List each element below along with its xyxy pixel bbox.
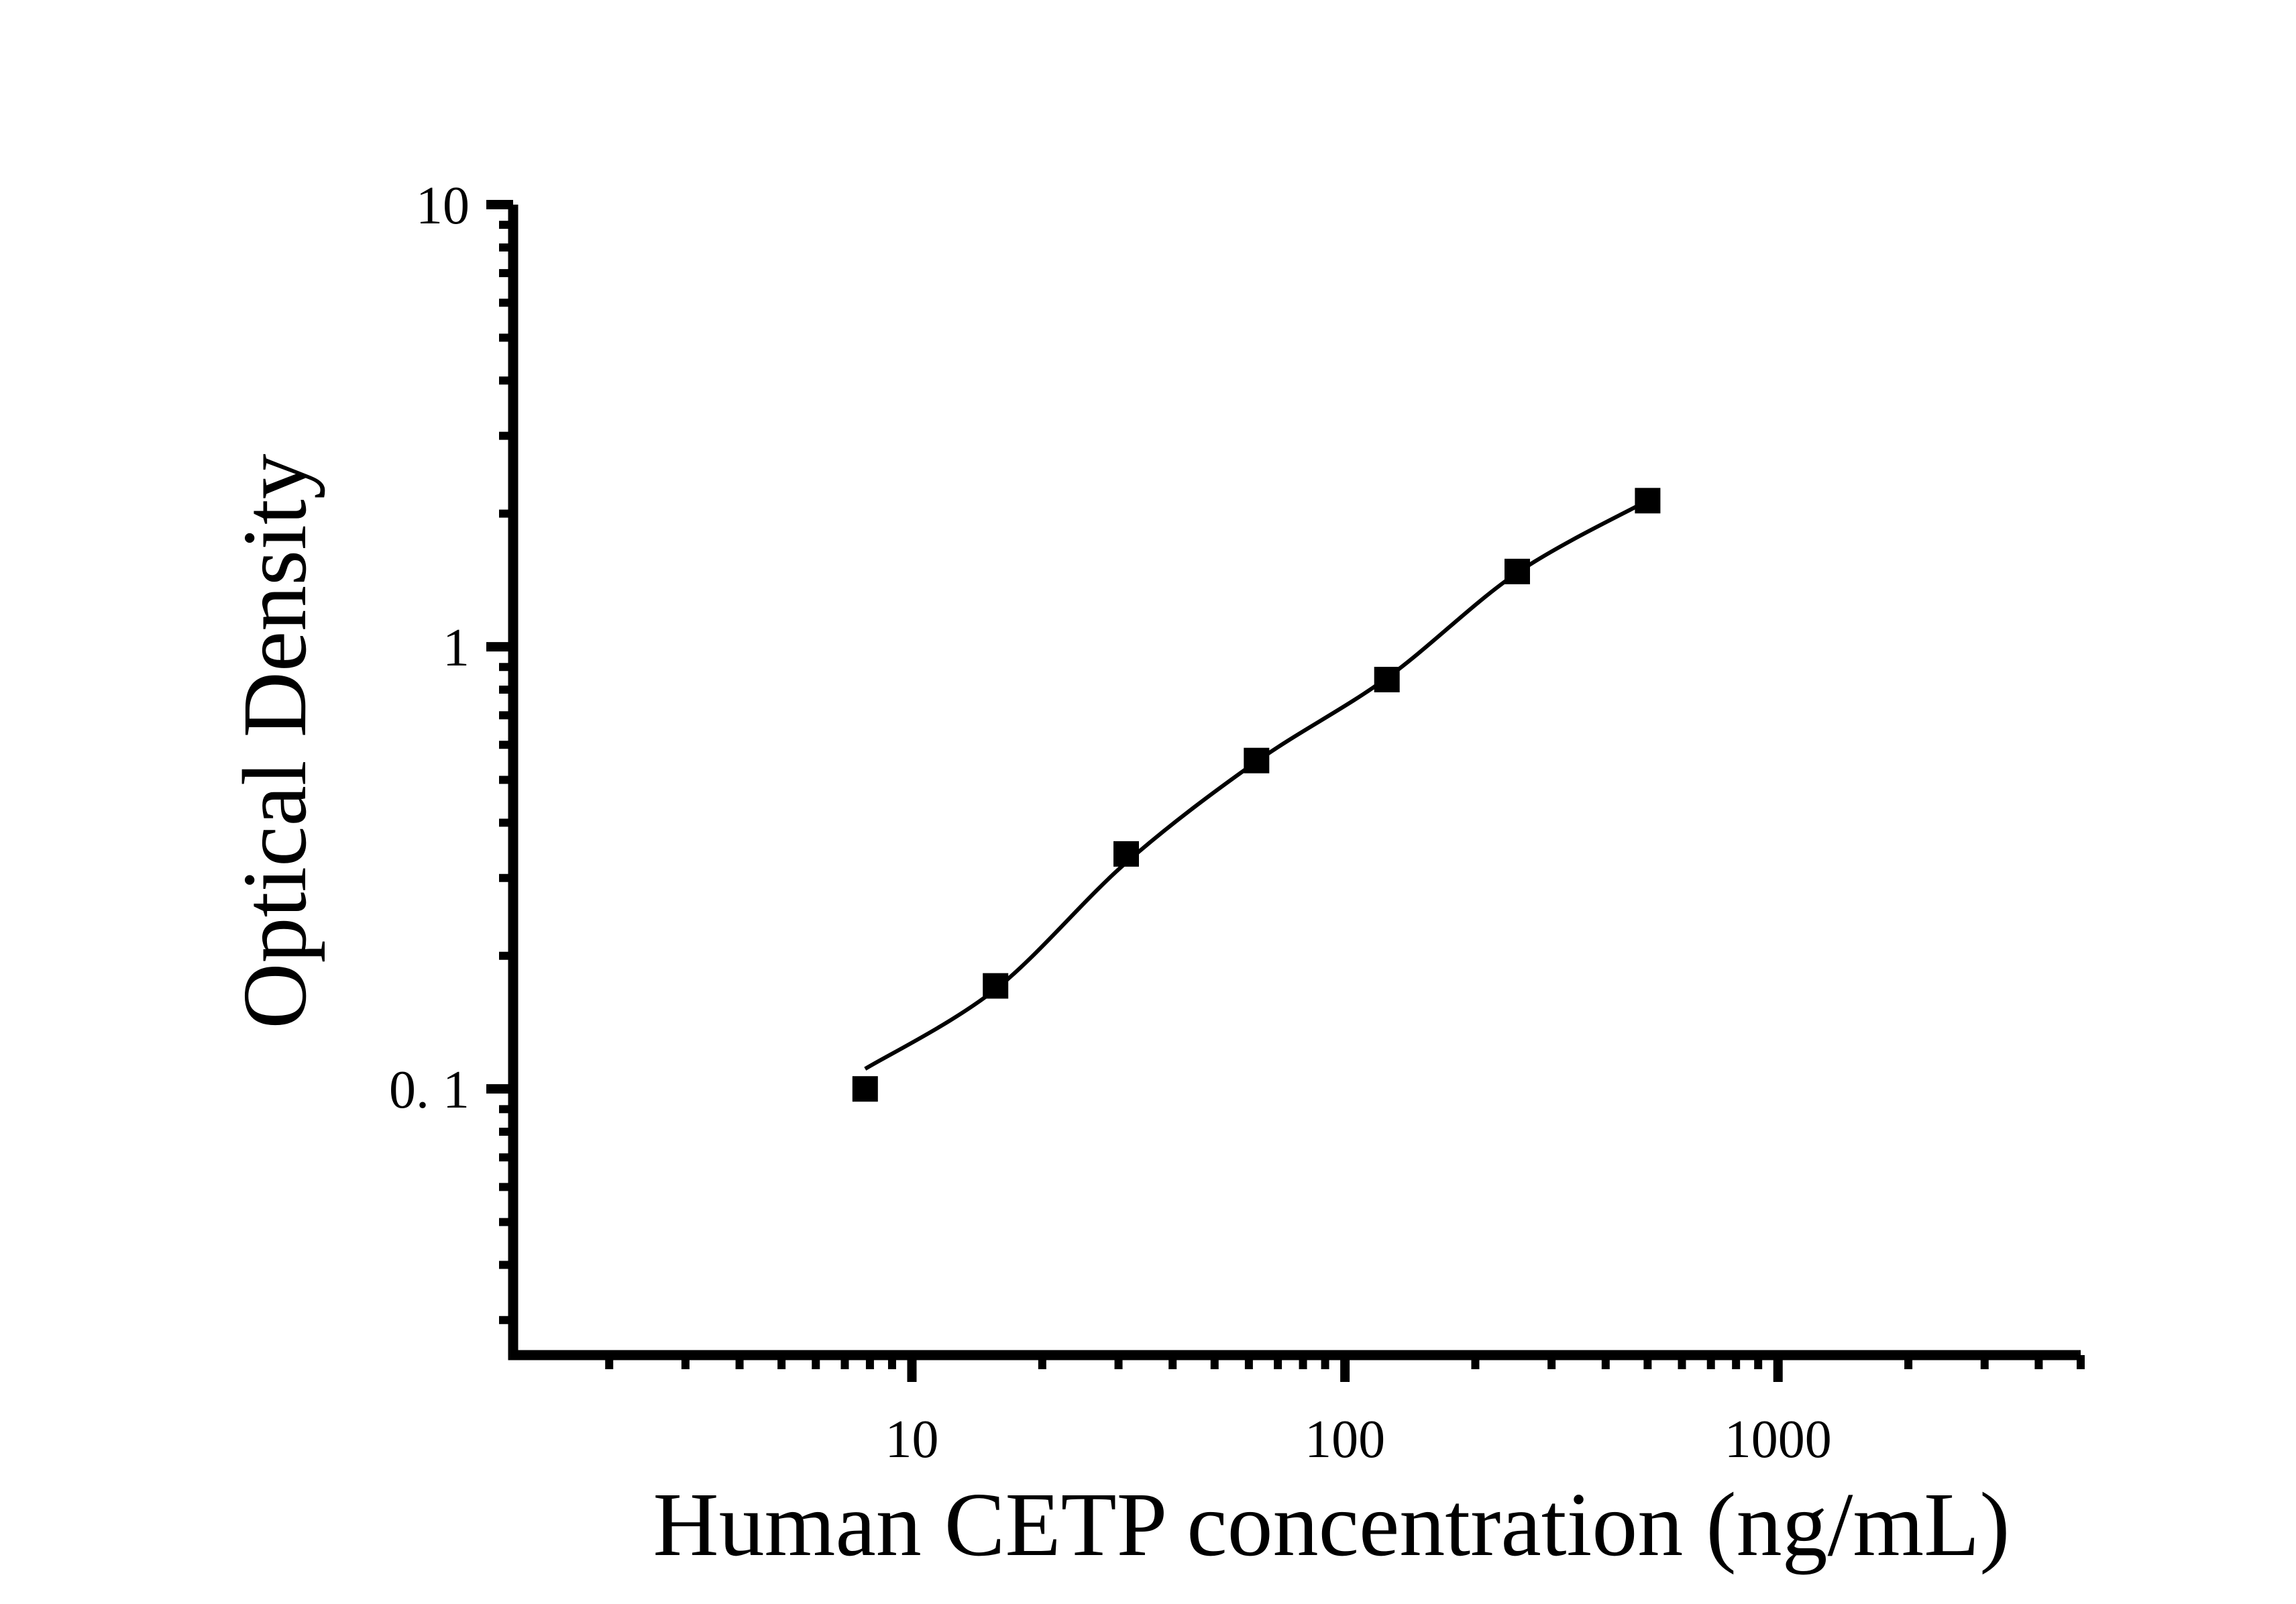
- data-point-marker: [1635, 488, 1661, 514]
- data-point-marker: [1113, 841, 1139, 867]
- axis-ticks: [486, 200, 2085, 1382]
- data-point-marker: [1244, 747, 1270, 773]
- x-tick-label: 100: [1305, 1410, 1385, 1469]
- data-point-marker: [983, 973, 1009, 999]
- data-points: [852, 488, 1661, 1102]
- y-tick-label: 10: [416, 176, 470, 235]
- y-tick-label: 0. 1: [389, 1061, 470, 1120]
- y-axis-title: Optical Density: [225, 453, 325, 1028]
- data-point-marker: [1505, 558, 1530, 584]
- data-point-marker: [1374, 667, 1400, 692]
- axis-tick-labels: 10 100 1000 10 1 0. 1: [389, 176, 1832, 1469]
- fit-curve: [864, 498, 1649, 1071]
- data-point-marker: [852, 1076, 878, 1102]
- x-tick-label: 1000: [1725, 1410, 1832, 1469]
- x-axis-title: Human CETP concentration (ng/mL): [653, 1475, 2010, 1575]
- y-tick-label: 1: [443, 619, 470, 678]
- x-tick-label: 10: [885, 1410, 938, 1469]
